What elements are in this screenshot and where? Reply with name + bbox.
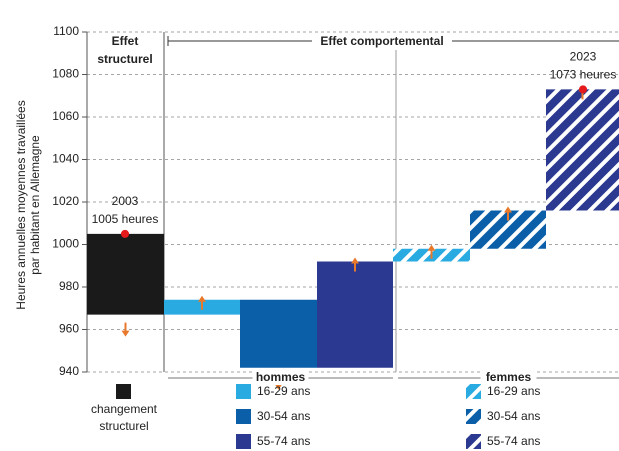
legend-label: 55-74 ans	[487, 434, 540, 448]
y-tick-label: 960	[59, 322, 79, 336]
y-axis-label: par habitant en Allemagne	[28, 135, 42, 275]
legend-swatch	[236, 434, 251, 449]
direction-arrow-head	[274, 383, 283, 390]
section-label: Effet	[112, 34, 139, 48]
y-tick-label: 980	[59, 279, 79, 293]
group-label: femmes	[486, 370, 532, 384]
legend-label: 30-54 ans	[257, 409, 310, 423]
group-label-bg	[252, 371, 309, 385]
y-tick-label: 1060	[52, 109, 79, 123]
legend-label: 16-29 ans	[257, 384, 310, 398]
legend-label: 16-29 ans	[487, 384, 540, 398]
legend-label: 55-74 ans	[257, 434, 310, 448]
direction-arrow-head	[121, 330, 130, 337]
legend-label: structurel	[99, 419, 148, 433]
start-year: 2003	[112, 194, 139, 208]
end-year: 2023	[570, 50, 597, 64]
legend-swatch	[466, 434, 481, 449]
waterfall-bar	[546, 89, 619, 211]
group-label-bg	[480, 371, 537, 385]
section-label: Effet comportemental	[320, 34, 443, 48]
waterfall-bar	[317, 261, 393, 368]
legend-label: 30-54 ans	[487, 409, 540, 423]
start-marker	[121, 229, 129, 238]
y-axis-label: Heures annuelles moyennes travaillées	[14, 100, 28, 309]
y-tick-label: 940	[59, 364, 79, 378]
y-tick-label: 1100	[53, 24, 79, 38]
legend-swatch	[466, 409, 481, 424]
waterfall-bar	[87, 233, 164, 315]
y-tick-label: 1040	[52, 152, 79, 166]
legend-swatch	[466, 384, 481, 399]
y-tick-label: 1080	[52, 67, 79, 81]
section-label: structurel	[97, 52, 152, 66]
waterfall-bar	[240, 299, 317, 368]
direction-arrow-head	[504, 206, 512, 213]
group-label: hommes	[256, 370, 306, 384]
legend-swatch	[116, 384, 131, 399]
direction-arrow-head	[198, 295, 206, 302]
start-value-label: 1005 heures	[92, 212, 159, 226]
legend-swatch	[236, 384, 251, 399]
direction-arrow-head	[427, 244, 436, 251]
end-value-label: 1073 heures	[550, 68, 617, 82]
direction-arrow-head	[351, 257, 359, 264]
legend-swatch	[236, 409, 251, 424]
legend-label: changement	[91, 402, 158, 416]
end-marker	[579, 85, 587, 94]
y-tick-label: 1000	[52, 237, 79, 251]
y-tick-label: 1020	[52, 194, 79, 208]
